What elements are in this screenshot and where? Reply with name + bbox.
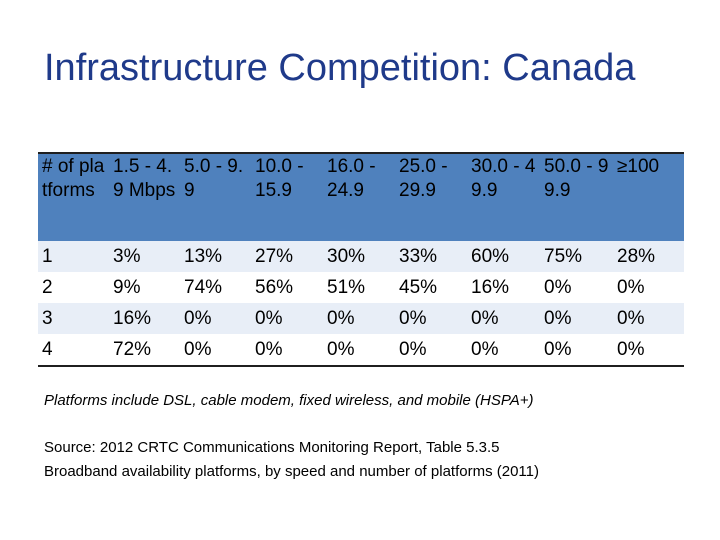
- source-line-1: Source: 2012 CRTC Communications Monitor…: [44, 439, 500, 456]
- header-speed-1-5: 1.5 - 4.9 Mbps: [109, 152, 180, 241]
- table-cell: 9%: [109, 272, 180, 303]
- table-row: 4 72% 0% 0% 0% 0% 0% 0% 0%: [38, 334, 684, 367]
- table-cell: 56%: [251, 272, 323, 303]
- table-cell: 16%: [467, 272, 540, 303]
- header-speed-30-0: 30.0 - 49.9: [467, 152, 540, 241]
- table-cell: 0%: [540, 334, 613, 367]
- table-cell: 1: [38, 241, 109, 272]
- table-cell: 0%: [540, 303, 613, 334]
- source-line-2: Broadband availability platforms, by spe…: [44, 463, 539, 480]
- table-cell: 27%: [251, 241, 323, 272]
- table-cell: 4: [38, 334, 109, 367]
- table-cell: 74%: [180, 272, 251, 303]
- table-cell: 75%: [540, 241, 613, 272]
- table-cell: 0%: [323, 303, 395, 334]
- table-cell: 0%: [613, 303, 684, 334]
- table-header-row: # of platforms 1.5 - 4.9 Mbps 5.0 - 9.9 …: [38, 152, 684, 241]
- table-cell: 0%: [613, 272, 684, 303]
- table-cell: 33%: [395, 241, 467, 272]
- table-cell: 0%: [395, 303, 467, 334]
- table-cell: 28%: [613, 241, 684, 272]
- table-cell: 72%: [109, 334, 180, 367]
- header-speed-16-0: 16.0 - 24.9: [323, 152, 395, 241]
- header-speed-5-0: 5.0 - 9.9: [180, 152, 251, 241]
- platforms-note: Platforms include DSL, cable modem, fixe…: [44, 392, 534, 409]
- source-citation: Source: 2012 CRTC Communications Monitor…: [44, 436, 694, 484]
- table-cell: 30%: [323, 241, 395, 272]
- header-platforms: # of platforms: [38, 152, 109, 241]
- header-speed-25-0: 25.0 - 29.9: [395, 152, 467, 241]
- table-cell: 45%: [395, 272, 467, 303]
- table-cell: 3%: [109, 241, 180, 272]
- header-speed-100: ≥100: [613, 152, 684, 241]
- table-cell: 0%: [251, 334, 323, 367]
- broadband-platforms-table: # of platforms 1.5 - 4.9 Mbps 5.0 - 9.9 …: [38, 152, 684, 367]
- slide-title: Infrastructure Competition: Canada: [44, 47, 636, 89]
- table-cell: 0%: [251, 303, 323, 334]
- table-row: 2 9% 74% 56% 51% 45% 16% 0% 0%: [38, 272, 684, 303]
- table-cell: 3: [38, 303, 109, 334]
- header-speed-10-0: 10.0 - 15.9: [251, 152, 323, 241]
- table-row: 1 3% 13% 27% 30% 33% 60% 75% 28%: [38, 241, 684, 272]
- table-cell: 60%: [467, 241, 540, 272]
- table-cell: 0%: [540, 272, 613, 303]
- table-cell: 0%: [395, 334, 467, 367]
- table-cell: 0%: [180, 334, 251, 367]
- table-row: 3 16% 0% 0% 0% 0% 0% 0% 0%: [38, 303, 684, 334]
- header-speed-50-0: 50.0 - 99.9: [540, 152, 613, 241]
- table-cell: 16%: [109, 303, 180, 334]
- table-cell: 0%: [467, 334, 540, 367]
- table-cell: 0%: [613, 334, 684, 367]
- table-cell: 51%: [323, 272, 395, 303]
- table-cell: 0%: [467, 303, 540, 334]
- table-cell: 2: [38, 272, 109, 303]
- table-cell: 0%: [323, 334, 395, 367]
- table-cell: 13%: [180, 241, 251, 272]
- table-cell: 0%: [180, 303, 251, 334]
